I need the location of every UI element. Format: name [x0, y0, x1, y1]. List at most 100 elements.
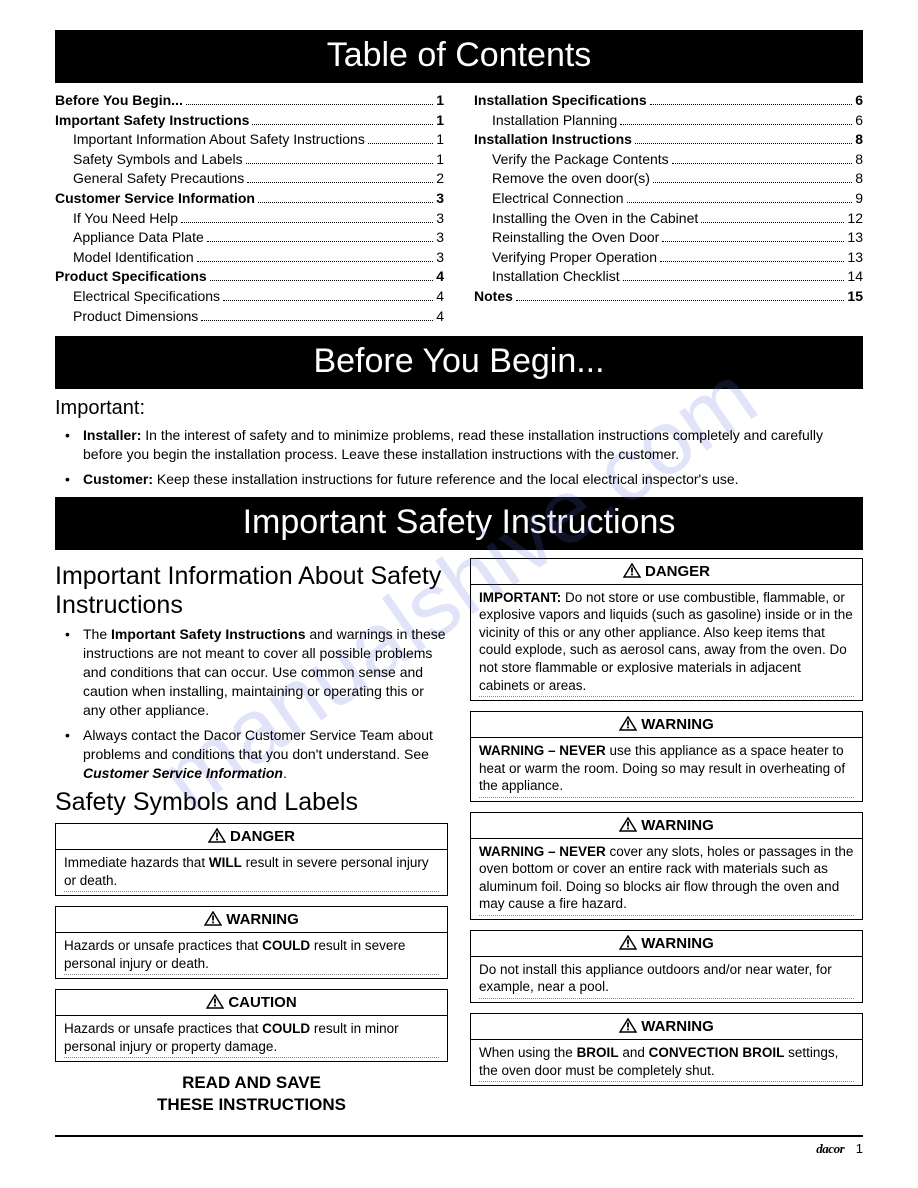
- toc-page: 2: [436, 169, 444, 189]
- toc-leader-dots: [197, 261, 434, 262]
- toc-label: Product Dimensions: [73, 307, 198, 327]
- toc-label: Customer Service Information: [55, 189, 255, 209]
- toc-entry: Electrical Connection 9: [474, 189, 863, 209]
- toc-entry: Verifying Proper Operation13: [474, 248, 863, 268]
- warning-triangle-icon: [619, 935, 637, 954]
- safety-box-body: IMPORTANT: Do not store or use combustib…: [471, 585, 862, 700]
- warning-triangle-icon: [619, 716, 637, 735]
- warning-triangle-icon: [204, 911, 222, 930]
- toc-page: 3: [436, 209, 444, 229]
- toc-page: 14: [847, 267, 863, 287]
- warning-triangle-icon: [619, 817, 637, 836]
- toc-page: 4: [436, 307, 444, 327]
- safety-box-danger: DANGERIMPORTANT: Do not store or use com…: [470, 558, 863, 701]
- safety-box-body: WARNING – NEVER cover any slots, holes o…: [471, 839, 862, 919]
- safety-box-warning: WARNING When using the BROIL and CONVECTI…: [470, 1013, 863, 1086]
- toc-label: Electrical Specifications: [73, 287, 220, 307]
- toc-leader-dots: [662, 241, 844, 242]
- read-and-save-text: READ AND SAVETHESE INSTRUCTIONS: [55, 1072, 448, 1115]
- safety-level-label: DANGER: [230, 828, 295, 845]
- important-heading: Important:: [55, 397, 863, 420]
- toc-leader-dots: [207, 241, 433, 242]
- toc-page: 8: [855, 130, 863, 150]
- toc-columns: Before You Begin... 1Important Safety In…: [55, 91, 863, 326]
- toc-page: 12: [847, 209, 863, 229]
- toc-entry: Installation Checklist 14: [474, 267, 863, 287]
- toc-label: Important Information About Safety Instr…: [73, 130, 365, 150]
- info-bullet: The Important Safety Instructions and wa…: [83, 625, 448, 719]
- important-bullet-list: Installer: In the interest of safety and…: [55, 426, 863, 489]
- safety-box-danger: DANGERImmediate hazards that WILL result…: [55, 823, 448, 896]
- safety-box-header: WARNING: [56, 907, 447, 933]
- toc-page: 8: [855, 169, 863, 189]
- safety-box-warning: WARNING WARNING – NEVER cover any slots, …: [470, 812, 863, 920]
- safety-columns: Important Information About Safety Instr…: [55, 558, 863, 1125]
- toc-leader-dots: [635, 143, 852, 144]
- toc-leader-dots: [516, 300, 845, 301]
- toc-entry: Safety Symbols and Labels 1: [55, 150, 444, 170]
- toc-leader-dots: [247, 182, 433, 183]
- toc-leader-dots: [246, 163, 434, 164]
- toc-label: Remove the oven door(s): [492, 169, 650, 189]
- toc-leader-dots: [258, 202, 433, 203]
- toc-leader-dots: [186, 104, 433, 105]
- safety-box-header: DANGER: [56, 824, 447, 850]
- safety-left-column: Important Information About Safety Instr…: [55, 558, 448, 1125]
- safety-box-header: WARNING: [471, 931, 862, 957]
- safety-level-label: WARNING: [641, 817, 714, 834]
- safety-level-label: CAUTION: [228, 994, 296, 1011]
- toc-label: Installation Instructions: [474, 130, 632, 150]
- footer-brand: dacor: [816, 1141, 844, 1156]
- toc-label: Installation Planning: [492, 111, 617, 131]
- toc-entry: Installation Specifications 6: [474, 91, 863, 111]
- safety-level-label: WARNING: [641, 1018, 714, 1035]
- safety-box-header: CAUTION: [56, 990, 447, 1016]
- toc-entry: Important Safety Instructions 1: [55, 111, 444, 131]
- toc-entry: Customer Service Information 3: [55, 189, 444, 209]
- toc-leader-dots: [368, 143, 433, 144]
- toc-entry: Model Identification 3: [55, 248, 444, 268]
- toc-entry: Verify the Package Contents 8: [474, 150, 863, 170]
- toc-entry: General Safety Precautions 2: [55, 169, 444, 189]
- toc-page: 3: [436, 228, 444, 248]
- toc-page: 6: [855, 111, 863, 131]
- toc-leader-dots: [623, 280, 845, 281]
- toc-page: 3: [436, 248, 444, 268]
- toc-banner: Table of Contents: [55, 30, 863, 83]
- safety-box-body: Hazards or unsafe practices that COULD r…: [56, 933, 447, 978]
- toc-page: 13: [847, 248, 863, 268]
- toc-label: If You Need Help: [73, 209, 178, 229]
- toc-page: 4: [436, 267, 444, 287]
- before-you-begin-banner: Before You Begin...: [55, 336, 863, 389]
- safety-box-header: WARNING: [471, 712, 862, 738]
- warning-triangle-icon: [619, 1018, 637, 1037]
- toc-page: 1: [436, 111, 444, 131]
- toc-label: Verify the Package Contents: [492, 150, 669, 170]
- warning-triangle-icon: [206, 994, 224, 1013]
- toc-label: Product Specifications: [55, 267, 207, 287]
- toc-entry: Installing the Oven in the Cabinet 12: [474, 209, 863, 229]
- toc-label: Important Safety Instructions: [55, 111, 249, 131]
- toc-entry: Installation Instructions 8: [474, 130, 863, 150]
- toc-leader-dots: [223, 300, 433, 301]
- safety-right-column: DANGERIMPORTANT: Do not store or use com…: [470, 558, 863, 1125]
- important-bullet: Installer: In the interest of safety and…: [83, 426, 863, 464]
- toc-label: Notes: [474, 287, 513, 307]
- toc-page: 9: [855, 189, 863, 209]
- important-bullet: Customer: Keep these installation instru…: [83, 470, 863, 489]
- toc-label: Installing the Oven in the Cabinet: [492, 209, 698, 229]
- toc-label: Before You Begin...: [55, 91, 183, 111]
- toc-entry: Electrical Specifications 4: [55, 287, 444, 307]
- toc-entry: If You Need Help 3: [55, 209, 444, 229]
- toc-label: Reinstalling the Oven Door: [492, 228, 659, 248]
- safety-box-warning: WARNINGWARNING – NEVER use this applianc…: [470, 711, 863, 802]
- safety-box-header: WARNING: [471, 1014, 862, 1040]
- toc-entry: Installation Planning 6: [474, 111, 863, 131]
- safety-box-body: When using the BROIL and CONVECTION BROI…: [471, 1040, 862, 1085]
- warning-triangle-icon: [623, 563, 641, 582]
- toc-page: 8: [855, 150, 863, 170]
- footer-page-number: 1: [856, 1141, 863, 1156]
- toc-entry: Appliance Data Plate 3: [55, 228, 444, 248]
- toc-entry: Product Specifications 4: [55, 267, 444, 287]
- safety-box-caution: CAUTIONHazards or unsafe practices that …: [55, 989, 448, 1062]
